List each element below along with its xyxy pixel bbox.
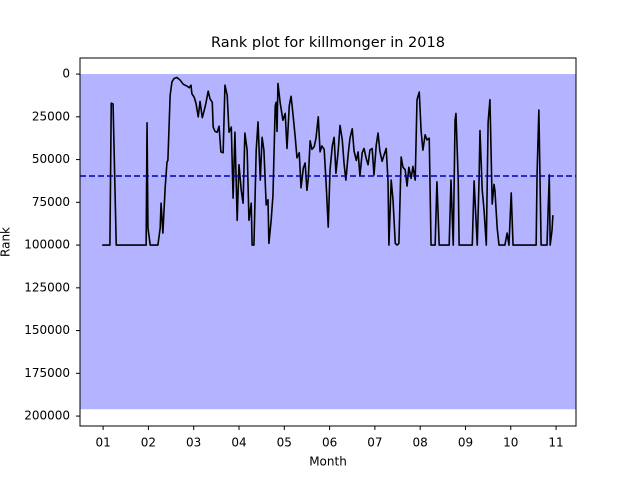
x-tick-label: 09 xyxy=(458,436,473,450)
y-tick-label: 75000 xyxy=(32,195,70,209)
x-tick-label: 07 xyxy=(367,436,382,450)
y-tick-label: 100000 xyxy=(24,238,70,252)
x-tick-label: 06 xyxy=(322,436,337,450)
x-tick-label: 03 xyxy=(186,436,201,450)
y-axis-label: Rank xyxy=(0,227,13,257)
y-tick-label: 200000 xyxy=(24,409,70,423)
y-tick-label: 150000 xyxy=(24,323,70,337)
x-tick-label: 08 xyxy=(413,436,428,450)
y-tick-label: 25000 xyxy=(32,109,70,123)
x-tick-label: 10 xyxy=(503,436,518,450)
y-tick-label: 125000 xyxy=(24,280,70,294)
y-tick-label: 175000 xyxy=(24,366,70,380)
x-tick-label: 02 xyxy=(141,436,156,450)
y-tick-label: 0 xyxy=(62,67,70,81)
x-tick-label: 11 xyxy=(548,436,563,450)
x-tick-label: 04 xyxy=(231,436,246,450)
shaded-range xyxy=(80,74,576,410)
x-tick-label: 01 xyxy=(95,436,110,450)
chart-title: Rank plot for killmonger in 2018 xyxy=(211,35,445,51)
x-axis-label: Month xyxy=(309,455,347,469)
y-tick-label: 50000 xyxy=(32,152,70,166)
axes-frame xyxy=(79,57,577,427)
data-line xyxy=(102,76,554,246)
x-tick-label: 05 xyxy=(277,436,292,450)
